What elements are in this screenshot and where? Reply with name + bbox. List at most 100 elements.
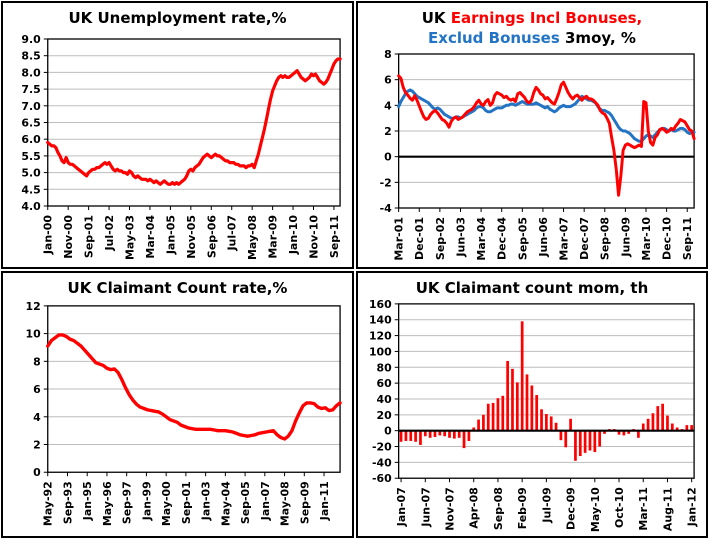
bar: [496, 398, 500, 431]
bar: [515, 382, 519, 431]
x-tick-label: May-10: [589, 487, 602, 532]
unemployment-rate-line: [46, 57, 342, 186]
bar: [525, 374, 529, 431]
bar: [501, 395, 505, 431]
bar: [641, 423, 645, 431]
x-tick-label: Jun-03: [454, 217, 467, 258]
y-tick-label: 140: [369, 314, 392, 327]
x-tick-label: Mar-01: [393, 217, 406, 261]
x-tick-label: Jul-09: [540, 487, 553, 523]
x-tick-label: Jun-06: [537, 217, 550, 258]
y-tick-label: 6: [384, 74, 392, 87]
claimant-mom-chart-title: UK Claimant count mom, th: [415, 279, 649, 297]
bar: [627, 430, 631, 434]
bar: [588, 430, 592, 451]
y-tick-label: 40: [377, 393, 393, 406]
bar: [443, 430, 447, 437]
x-tick-label: Sep-05: [516, 217, 529, 260]
bar: [637, 430, 640, 438]
x-tick-label: Sep-93: [61, 481, 74, 524]
unemployment-chart-panel: UK Unemployment rate,% 9.0 8.5 8.0 7.5 7.0 6.…: [1, 1, 354, 269]
y-tick-label: 2: [33, 438, 41, 451]
bar: [520, 321, 524, 431]
x-tick-label: Mar-11: [637, 487, 650, 530]
x-tick-label: Sep-05: [239, 481, 252, 524]
y-tick-label: -60: [372, 472, 392, 485]
claimant-count-rate-line: [46, 333, 342, 441]
y-tick-label: 2: [384, 125, 392, 138]
y-tick-label: 8: [33, 355, 41, 368]
earnings-chart-title: UK Earnings Incl Bonuses, Exclud Bonuses …: [358, 8, 706, 48]
y-tick-label: 4: [384, 99, 392, 112]
x-tick-label: Sep-11: [681, 217, 694, 260]
x-tick-label: May-96: [101, 481, 114, 526]
y-tick-label: 8.5: [21, 50, 40, 63]
bar: [433, 430, 437, 438]
bar: [622, 430, 626, 436]
x-tick-label: Jan-05: [164, 215, 177, 255]
x-tick-label: Jul-07: [226, 215, 239, 252]
x-tick-label: May-03: [124, 215, 137, 260]
bar: [530, 385, 534, 431]
x-tick-label: Jan-95: [81, 481, 94, 521]
x-tick-label: Sep-11: [328, 215, 341, 258]
title-part: UK: [421, 9, 451, 27]
y-tick-label: 0: [33, 466, 41, 479]
bar: [448, 430, 451, 438]
y-tick-label: -20: [372, 440, 392, 453]
y-tick-label: 4: [33, 411, 41, 424]
bar: [549, 416, 553, 431]
y-tick-label: -4: [380, 202, 392, 215]
x-tick-label: Jan-12: [686, 487, 699, 527]
y-tick-label: 4.5: [21, 183, 40, 196]
x-tick-label: Jun-09: [619, 217, 632, 258]
bar: [477, 419, 480, 431]
y-tick-label: 6: [33, 383, 41, 396]
bar: [472, 427, 476, 431]
y-tick-label: 60: [377, 377, 393, 390]
y-tick-label: 8: [384, 48, 392, 61]
bar: [438, 430, 442, 436]
y-tick-label: 0: [384, 151, 392, 164]
y-tick-label: 5.5: [21, 150, 40, 163]
unemployment-chart-title: UK Unemployment rate,%: [68, 9, 287, 27]
x-tick-label: Apr-08: [468, 487, 481, 528]
y-tick-label: 20: [377, 409, 393, 422]
x-tick-label: Sep-06: [205, 215, 218, 258]
x-tick-label: Mar-04: [144, 215, 157, 259]
x-tick-label: Jan-10: [287, 215, 300, 256]
x-tick-label: Dec-10: [661, 217, 674, 260]
plot-border: [398, 303, 695, 479]
y-tick-label: 12: [26, 300, 41, 313]
x-tick-label: Dec-01: [413, 217, 426, 260]
y-tick-label: 8.0: [21, 66, 41, 79]
x-tick-label: Nov-10: [307, 215, 320, 259]
bar: [578, 430, 582, 457]
bar: [690, 425, 694, 431]
x-tick-label: May-08: [246, 215, 259, 260]
bar: [428, 430, 432, 438]
plot-border: [47, 305, 341, 473]
y-tick-label: 80: [377, 361, 393, 374]
y-tick-label: -40: [372, 456, 392, 469]
claimant-rate-chart-title: UK Claimant Count rate,%: [67, 279, 288, 297]
x-tick-label: Jan-99: [140, 481, 153, 521]
y-tick-label: 5.0: [21, 167, 41, 180]
bar: [399, 430, 403, 442]
y-tick-label: 120: [369, 330, 392, 343]
title-part: 3moy, %: [565, 29, 636, 47]
y-tick-label: 160: [369, 298, 392, 311]
x-tick-label: May-04: [219, 481, 232, 526]
bar: [646, 418, 650, 431]
bar: [603, 430, 606, 434]
bar: [685, 425, 689, 431]
bar: [452, 430, 456, 439]
bar: [409, 430, 413, 441]
x-tick-label: Jan-00: [42, 215, 55, 256]
plot-border: [47, 38, 341, 207]
x-tick-label: Sep-01: [83, 215, 96, 258]
bar: [506, 360, 509, 431]
bar: [564, 430, 568, 448]
